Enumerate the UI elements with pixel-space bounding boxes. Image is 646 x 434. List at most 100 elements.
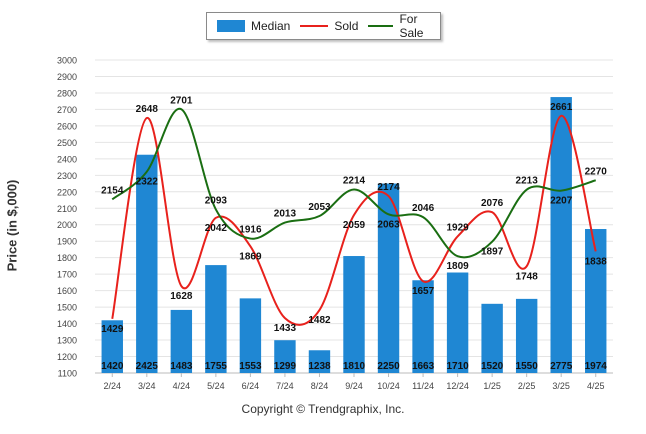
median-data-label: 2425 (136, 361, 159, 372)
for-sale-data-label: 2701 (170, 95, 193, 106)
legend: Median Sold For Sale (206, 12, 441, 40)
y-tick-label: 1600 (57, 286, 77, 296)
series-lines (111, 108, 597, 326)
y-tick-label: 2400 (57, 154, 77, 164)
x-tick-label: 8/24 (311, 381, 329, 391)
median-bar (446, 272, 469, 373)
median-bar (550, 97, 572, 373)
legend-swatch-sold (300, 25, 329, 27)
median-bar (274, 340, 296, 373)
y-tick-label: 2300 (57, 171, 77, 181)
x-tick-label: 5/24 (207, 381, 225, 391)
sold-data-label: 1628 (170, 291, 193, 302)
median-data-label: 1810 (343, 361, 366, 372)
sold-data-label: 2076 (481, 198, 504, 209)
for-sale-data-label: 1897 (481, 247, 504, 258)
sold-data-label: 1657 (412, 286, 435, 297)
median-bar (239, 298, 262, 373)
sold-data-label: 2059 (343, 220, 366, 231)
for-sale-data-label: 2270 (585, 166, 608, 177)
for-sale-data-label: 2154 (101, 185, 124, 196)
median-data-label: 1553 (239, 361, 262, 372)
legend-item-median: Median (217, 19, 290, 33)
median-bar (377, 183, 400, 373)
y-tick-label: 1900 (57, 237, 77, 247)
median-bars (101, 97, 607, 373)
median-data-label: 1550 (516, 361, 539, 372)
y-tick-label: 2900 (57, 72, 77, 82)
y-axis-label: Price (in $,000) (4, 179, 20, 272)
x-tick-label: 7/24 (276, 381, 294, 391)
x-tick-label: 3/24 (138, 381, 156, 391)
copyright-text: Copyright © Trendgraphix, Inc. (241, 402, 405, 416)
sold-data-label: 1429 (101, 324, 124, 335)
median-data-label: 1755 (205, 361, 228, 372)
y-tick-label: 1500 (57, 303, 77, 313)
median-bar (412, 280, 434, 373)
for-sale-data-label: 2322 (136, 177, 159, 188)
for-sale-data-label: 2046 (412, 203, 435, 214)
sold-data-label: 1929 (446, 222, 469, 233)
x-tick-label: 6/24 (242, 381, 260, 391)
for-sale-data-label: 2093 (205, 195, 228, 206)
x-tick-label: 9/24 (345, 381, 363, 391)
y-tick-label: 1200 (57, 352, 77, 362)
for-sale-data-label: 2053 (308, 202, 331, 213)
sold-line (111, 114, 597, 326)
median-bar (308, 350, 331, 373)
for-sale-data-label: 2207 (550, 196, 573, 207)
sold-data-label: 2174 (377, 182, 400, 193)
x-tick-label: 1/25 (483, 381, 501, 391)
sold-data-label: 2648 (136, 104, 159, 115)
x-tick-label: 12/24 (446, 381, 469, 391)
median-data-label: 1299 (274, 361, 297, 372)
legend-swatch-for-sale (368, 25, 394, 27)
y-tick-label: 2800 (57, 88, 77, 98)
legend-item-for-sale: For Sale (368, 12, 440, 40)
for-sale-data-label: 2214 (343, 175, 366, 186)
sold-data-label: 1482 (308, 315, 331, 326)
gridlines (95, 59, 613, 374)
for-sale-data-label: 2013 (274, 209, 297, 220)
median-data-label: 1663 (412, 361, 435, 372)
median-bar (205, 265, 227, 373)
x-tick-label: 3/25 (552, 381, 570, 391)
y-tick-label: 1300 (57, 336, 77, 346)
legend-label-sold: Sold (334, 19, 359, 33)
for-sale-data-label: 1916 (239, 225, 262, 236)
legend-label-for-sale: For Sale (399, 12, 424, 40)
x-tick-label: 4/25 (587, 381, 605, 391)
y-tick-label: 2500 (57, 138, 77, 148)
median-bar (136, 154, 158, 373)
median-data-label: 2250 (377, 361, 400, 372)
median-data-label: 2775 (550, 361, 573, 372)
median-data-label: 1974 (585, 361, 608, 372)
median-bar (515, 298, 538, 373)
sold-data-label: 1433 (274, 323, 297, 334)
median-data-label: 1710 (446, 361, 469, 372)
y-tick-label: 1700 (57, 270, 77, 280)
legend-label-median: Median (251, 19, 291, 33)
sold-data-label: 2661 (550, 102, 573, 113)
sold-data-label: 1869 (239, 251, 262, 262)
median-bar (170, 309, 193, 373)
sold-data-label: 2042 (205, 223, 228, 234)
y-tick-label: 2600 (57, 121, 77, 131)
x-tick-label: 2/24 (104, 381, 122, 391)
median-data-label: 1483 (170, 361, 193, 372)
legend-swatch-median (217, 20, 245, 32)
x-tick-label: 10/24 (377, 381, 400, 391)
y-tick-label: 2000 (57, 220, 77, 230)
data-labels: 1420 2425 1483 1755 1553 1299 1238 1810 2250 1663… (101, 95, 607, 372)
x-tick-label: 2/25 (518, 381, 536, 391)
median-bar (343, 256, 365, 373)
for-sale-data-label: 1809 (446, 261, 469, 272)
sold-data-label: 1838 (585, 256, 608, 267)
median-data-label: 1520 (481, 361, 504, 372)
for-sale-line (111, 108, 597, 259)
median-bar (585, 229, 607, 373)
y-tick-label: 2700 (57, 105, 77, 115)
y-tick-label: 2100 (57, 204, 77, 214)
y-tick-label: 1100 (58, 369, 77, 379)
median-data-label: 1420 (101, 361, 124, 372)
